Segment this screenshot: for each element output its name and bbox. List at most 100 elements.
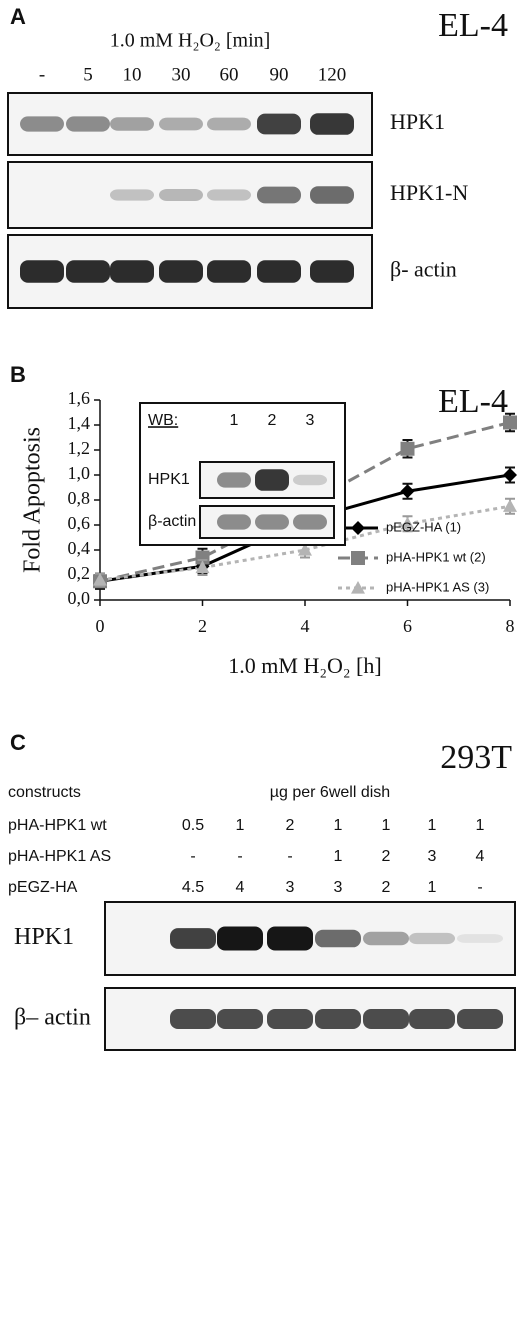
cell-line: 293T <box>440 739 512 776</box>
panel-label: C <box>10 730 26 755</box>
inset-blot-label: HPK1 <box>148 471 190 488</box>
amount: 4 <box>476 848 485 865</box>
blot-band <box>267 1009 313 1029</box>
blot-band <box>20 260 64 283</box>
row-label: pHA-HPK1 wt <box>8 817 107 834</box>
unit-header: µg per 6well dish <box>270 784 390 801</box>
amount: 1 <box>236 817 245 834</box>
amount: 1 <box>476 817 485 834</box>
lane-label: 5 <box>83 64 93 85</box>
blot-band <box>363 931 409 946</box>
legend-entry: pHA-HPK1 AS (3) <box>386 579 489 594</box>
legend-marker <box>351 521 365 535</box>
inset-lane: 2 <box>268 412 277 429</box>
amount: 1 <box>382 817 391 834</box>
x-tick-label: 8 <box>506 616 515 636</box>
x-axis-label: 1.0 mM H₂O₂ [h] <box>228 653 381 678</box>
blot-band <box>20 116 64 132</box>
blot-band <box>110 260 154 283</box>
blot-band <box>315 929 361 948</box>
lane-label: 10 <box>123 64 142 85</box>
blot-label: HPK1 <box>14 924 74 950</box>
y-tick-label: 0,6 <box>68 513 91 533</box>
inset-blot-label: β-actin <box>148 513 196 530</box>
blot-band <box>315 1009 361 1029</box>
blot-band <box>217 1009 263 1029</box>
blot-band <box>217 926 263 951</box>
amount: 3 <box>428 848 437 865</box>
amount: 0.5 <box>182 817 204 834</box>
blot-band <box>257 186 301 204</box>
lane-label: 60 <box>220 64 239 85</box>
panel-label: A <box>10 4 26 29</box>
y-tick-label: 0,4 <box>68 538 91 558</box>
amount: - <box>477 879 482 896</box>
lane-label: 120 <box>318 64 347 85</box>
amount: 1 <box>428 817 437 834</box>
y-tick-label: 1,4 <box>68 413 91 433</box>
x-tick-label: 4 <box>301 616 310 636</box>
legend-marker <box>351 551 365 565</box>
table-header: constructs <box>8 784 81 801</box>
blot-band <box>255 514 289 530</box>
amount: 2 <box>286 817 295 834</box>
marker <box>400 516 415 530</box>
y-tick-label: 1,0 <box>68 463 91 483</box>
blot-band <box>207 260 251 283</box>
amount: 2 <box>382 879 391 896</box>
marker <box>400 441 415 456</box>
amount: 1 <box>428 879 437 896</box>
chart-title: EL-4 <box>438 383 508 420</box>
blot-band <box>310 186 354 204</box>
amount: 3 <box>334 879 343 896</box>
marker <box>298 543 312 556</box>
row-label: pEGZ-HA <box>8 879 78 896</box>
lane-label: 90 <box>270 64 289 85</box>
blot-band <box>293 474 327 486</box>
blot-band <box>207 117 251 131</box>
y-tick-label: 0,2 <box>68 563 91 583</box>
amount: - <box>237 848 242 865</box>
amount: 2 <box>382 848 391 865</box>
amount: 1 <box>334 848 343 865</box>
blot-band <box>457 934 503 943</box>
inset-lane: 1 <box>230 412 239 429</box>
x-tick-label: 6 <box>403 616 412 636</box>
y-tick-label: 1,6 <box>68 388 91 408</box>
amount: - <box>190 848 195 865</box>
marker <box>503 499 517 512</box>
blot-band <box>110 189 154 201</box>
marker <box>93 573 107 586</box>
series-line <box>99 504 511 582</box>
blot-band <box>170 1009 216 1029</box>
inset-title: WB: <box>148 412 178 429</box>
y-tick-label: 1,2 <box>68 438 91 458</box>
lane-label: - <box>39 64 45 85</box>
blot-band <box>217 472 251 488</box>
x-tick-label: 0 <box>96 616 105 636</box>
blot-band <box>170 928 216 949</box>
legend-marker <box>351 581 365 594</box>
blot-band <box>409 932 455 945</box>
blot-band <box>310 113 354 135</box>
y-tick-label: 0,8 <box>68 488 91 508</box>
blot-band <box>293 514 327 530</box>
legend-entry: pHA-HPK1 wt (2) <box>386 549 486 564</box>
blot-band <box>217 514 251 530</box>
amount: 1 <box>334 817 343 834</box>
legend-entry: pEGZ-HA (1) <box>386 519 461 534</box>
blot-band <box>310 260 354 283</box>
inset-lane: 3 <box>306 412 315 429</box>
amount: 4.5 <box>182 879 204 896</box>
blot-band <box>457 1009 503 1029</box>
row-label: pHA-HPK1 AS <box>8 848 111 865</box>
treatment: 1.0 mM H₂O₂ [min] <box>110 30 271 52</box>
amount: 3 <box>286 879 295 896</box>
lane-label: 30 <box>172 64 191 85</box>
marker <box>503 468 517 482</box>
blot-band <box>257 113 301 135</box>
blot-label: HPK1 <box>390 109 445 134</box>
marker <box>503 415 517 430</box>
blot-band <box>159 260 203 283</box>
